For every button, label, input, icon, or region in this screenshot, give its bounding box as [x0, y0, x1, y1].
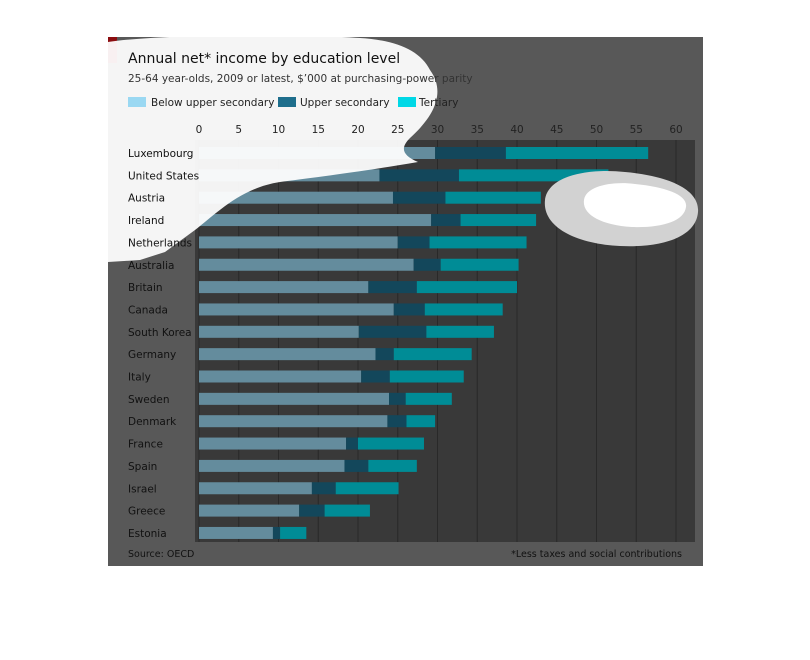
source-note: Source: OECD [128, 549, 194, 560]
bar-netherlands-tertiary [429, 236, 527, 249]
bar-france-below-upper-secondary [199, 437, 347, 450]
bar-estonia-upper-secondary [272, 526, 281, 539]
category-label-greece: Greece [128, 506, 165, 518]
bar-spain-below-upper-secondary [199, 459, 345, 472]
bar-south-korea-tertiary [426, 325, 494, 338]
bar-sweden-tertiary [405, 392, 452, 405]
bar-germany-tertiary [393, 348, 472, 361]
legend-label-tertiary: Tertiary [418, 97, 458, 109]
legend-swatch-below-upper-secondary [128, 97, 146, 107]
chart-title: Annual net* income by education level [128, 51, 400, 67]
legend-label-below-upper-secondary: Below upper secondary [151, 97, 274, 109]
bar-israel-upper-secondary [311, 482, 336, 495]
white-highlight-overlay [108, 35, 438, 262]
bar-sweden-upper-secondary [389, 392, 406, 405]
category-label-united-states: United States [128, 170, 199, 182]
bar-greece-below-upper-secondary [199, 504, 300, 517]
bar-australia-below-upper-secondary [199, 258, 414, 271]
bars [195, 140, 695, 542]
bar-luxembourg-upper-secondary [435, 147, 506, 159]
category-label-france: France [128, 439, 163, 451]
bar-australia-upper-secondary [413, 258, 441, 271]
bar-britain-upper-secondary [368, 281, 417, 294]
category-label-britain: Britain [128, 282, 163, 294]
bar-sweden-below-upper-secondary [199, 392, 390, 405]
bar-britain-below-upper-secondary [199, 281, 369, 294]
x-tick-label-15: 15 [312, 124, 325, 136]
bar-south-korea-upper-secondary [358, 325, 427, 338]
x-tick-label-40: 40 [510, 124, 523, 136]
x-tick-label-20: 20 [351, 124, 364, 136]
x-tick-label-45: 45 [550, 124, 563, 136]
bar-greece-tertiary [324, 504, 370, 517]
bar-netherlands-below-upper-secondary [199, 236, 398, 249]
x-tick-label-10: 10 [272, 124, 285, 136]
category-label-south-korea: South Korea [128, 327, 192, 339]
bar-spain-tertiary [368, 459, 417, 472]
right-blob-core [583, 183, 687, 228]
bar-denmark-upper-secondary [387, 415, 407, 428]
x-tick-label-25: 25 [391, 124, 404, 136]
category-label-netherlands: Netherlands [128, 237, 192, 249]
bar-denmark-tertiary [406, 415, 436, 428]
bar-france-tertiary [358, 437, 424, 450]
bar-luxembourg-tertiary [505, 147, 649, 159]
bar-germany-below-upper-secondary [199, 348, 376, 361]
bar-canada-tertiary [424, 303, 503, 316]
bar-canada-below-upper-secondary [199, 303, 394, 316]
bar-united-states-upper-secondary [379, 169, 459, 182]
bar-germany-upper-secondary [375, 348, 394, 361]
bar-italy-below-upper-secondary [199, 370, 362, 383]
category-label-canada: Canada [128, 304, 168, 316]
bar-south-korea-below-upper-secondary [199, 325, 359, 338]
bar-france-upper-secondary [346, 437, 358, 450]
bar-denmark-below-upper-secondary [199, 415, 388, 428]
category-label-austria: Austria [128, 193, 165, 205]
bar-greece-upper-secondary [299, 504, 325, 517]
legend: Below upper secondary Upper secondary Te… [128, 97, 458, 109]
x-tick-label-0: 0 [196, 124, 203, 136]
category-label-italy: Italy [128, 372, 151, 384]
category-label-luxembourg: Luxembourg [128, 148, 193, 160]
x-axis-ticks: 0 5 10 15 20 25 30 35 40 45 50 55 60 [196, 124, 683, 136]
legend-swatch-upper-secondary [278, 97, 296, 107]
bar-austria-upper-secondary [392, 191, 446, 204]
x-tick-label-5: 5 [235, 124, 242, 136]
bar-italy-tertiary [389, 370, 464, 383]
x-tick-label-60: 60 [669, 124, 682, 136]
x-tick-label-35: 35 [471, 124, 484, 136]
bar-israel-below-upper-secondary [199, 482, 312, 495]
chart-subtitle: 25-64 year-olds, 2009 or latest, $’000 a… [128, 73, 473, 85]
category-label-spain: Spain [128, 461, 157, 473]
bar-ireland-below-upper-secondary [199, 214, 432, 227]
bar-israel-tertiary [335, 482, 399, 495]
category-labels: Luxembourg United States Austria Ireland Net… [128, 148, 199, 540]
x-tick-label-30: 30 [431, 124, 444, 136]
bar-ireland-tertiary [460, 214, 537, 227]
category-label-australia: Australia [128, 260, 174, 272]
legend-swatch-tertiary [398, 97, 416, 107]
bar-italy-upper-secondary [361, 370, 390, 383]
category-label-sweden: Sweden [128, 394, 170, 406]
bar-netherlands-upper-secondary [397, 236, 430, 249]
bar-australia-tertiary [440, 258, 519, 271]
category-label-ireland: Ireland [128, 215, 164, 227]
bar-austria-tertiary [445, 191, 541, 204]
category-label-germany: Germany [128, 349, 176, 361]
legend-label-upper-secondary: Upper secondary [300, 97, 390, 109]
bar-britain-tertiary [416, 281, 517, 294]
category-label-denmark: Denmark [128, 416, 177, 428]
bar-estonia-below-upper-secondary [199, 526, 273, 539]
bar-estonia-tertiary [280, 526, 307, 539]
x-tick-label-50: 50 [590, 124, 603, 136]
bar-ireland-upper-secondary [431, 214, 461, 227]
category-label-estonia: Estonia [128, 528, 167, 540]
footnote: *Less taxes and social contributions [511, 549, 682, 560]
bar-austria-below-upper-secondary [199, 191, 393, 204]
category-label-israel: Israel [128, 483, 157, 495]
bar-canada-upper-secondary [393, 303, 425, 316]
x-tick-label-55: 55 [630, 124, 643, 136]
bar-spain-upper-secondary [344, 459, 369, 472]
